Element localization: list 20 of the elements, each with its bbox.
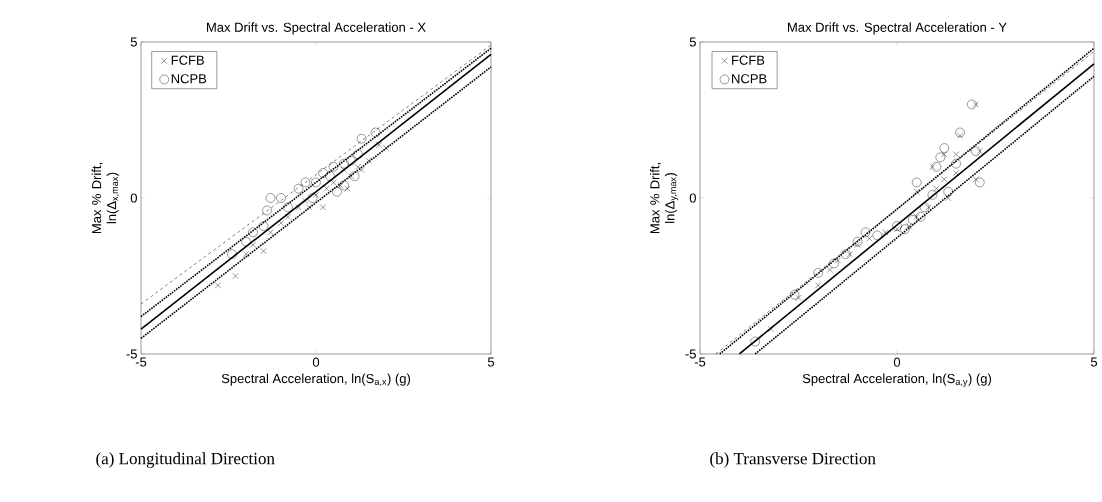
y-tick-label: -5 (685, 349, 696, 359)
y-tick-label: 5 (689, 37, 696, 47)
chart-title: Max Drift vs. Spectral Acceleration - Y (788, 22, 1007, 35)
y-tick-label: 0 (689, 193, 696, 203)
text: (a) Longitudinal Direction (96, 452, 275, 468)
chart-title: Max Drift vs. Spectral Acceleration - X (207, 22, 426, 35)
legend-label: FCFB (171, 55, 204, 65)
x-axis-title: Spectral Acceleration, ln(S$_{a,x}$) (g) (221, 373, 411, 386)
x-tick-label: 0 (312, 357, 320, 367)
x-tick-label: 5 (487, 357, 495, 367)
legend-label: NCPB (171, 74, 207, 84)
legend-label: NCPB (732, 74, 767, 84)
y-tick-label: -5 (126, 349, 137, 359)
x-tick-label: 0 (893, 357, 901, 367)
legend-label: FCFB (732, 55, 765, 65)
y-tick-label: 5 (130, 37, 137, 47)
x-axis-title: Spectral Acceleration, ln(S$_{a,y}$) (g) (802, 373, 992, 387)
y-tick-label: 0 (130, 193, 137, 203)
x-tick-label: 5 (1090, 357, 1098, 367)
text: (b) Transverse Direction (710, 452, 876, 468)
